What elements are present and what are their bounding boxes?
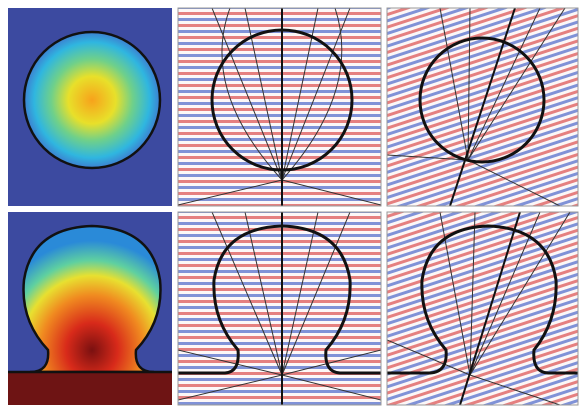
substrate [8, 372, 172, 405]
figure [0, 0, 581, 410]
panel-heat-circle [8, 8, 172, 206]
heat-circle [24, 32, 160, 168]
panel-heat-droplet [8, 212, 172, 405]
panel-wave-circle [178, 8, 381, 206]
panel-wave-tilted [387, 8, 578, 206]
panel-wave-droplet-tilted [387, 212, 578, 405]
page: (() => { const data = JSON.parse(documen… [0, 0, 581, 410]
wave-field [387, 212, 578, 405]
panel-wave-droplet [178, 212, 381, 405]
